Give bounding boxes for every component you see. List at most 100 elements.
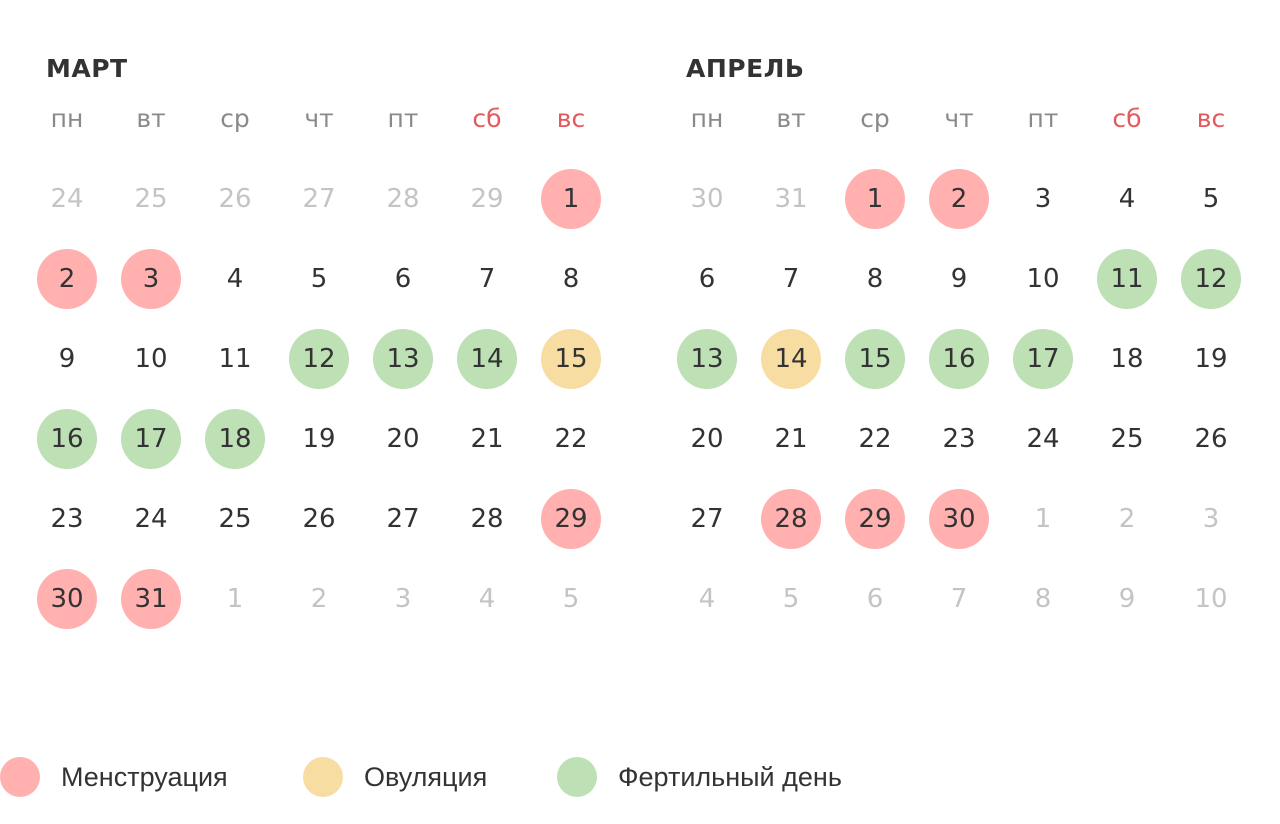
day-cell[interactable]: 8 <box>866 264 884 294</box>
day-cell-outside[interactable]: 1 <box>1034 504 1052 534</box>
legend-label: Овуляция <box>364 761 488 792</box>
day-cell[interactable]: 21 <box>774 424 808 454</box>
day-cell-fertile[interactable]: 15 <box>845 329 905 389</box>
weekday-label: чт <box>944 104 974 133</box>
day-cell[interactable]: 20 <box>386 424 420 454</box>
day-cell[interactable]: 5 <box>1202 184 1220 214</box>
day-cell[interactable]: 27 <box>690 504 724 534</box>
weekday-label: пн <box>50 104 84 133</box>
day-cell-menstruation[interactable]: 28 <box>761 489 821 549</box>
day-cell-outside[interactable]: 2 <box>310 584 328 614</box>
day-cell-outside[interactable]: 26 <box>218 184 252 214</box>
day-cell[interactable]: 4 <box>226 264 244 294</box>
day-cell[interactable]: 19 <box>1194 344 1228 374</box>
day-cell-ovulation[interactable]: 14 <box>761 329 821 389</box>
day-cell[interactable]: 19 <box>302 424 336 454</box>
day-cell-outside[interactable]: 4 <box>698 584 716 614</box>
day-cell-fertile[interactable]: 13 <box>373 329 433 389</box>
day-cell-outside[interactable]: 9 <box>1118 584 1136 614</box>
day-cell[interactable]: 10 <box>1026 264 1060 294</box>
day-cell[interactable]: 10 <box>134 344 168 374</box>
day-cell-outside[interactable]: 28 <box>386 184 420 214</box>
day-cell-fertile[interactable]: 16 <box>929 329 989 389</box>
day-cell-outside[interactable]: 6 <box>866 584 884 614</box>
day-cell-fertile[interactable]: 18 <box>205 409 265 469</box>
day-cell[interactable]: 7 <box>478 264 496 294</box>
day-cell-outside[interactable]: 4 <box>478 584 496 614</box>
day-cell[interactable]: 22 <box>858 424 892 454</box>
day-cell[interactable]: 23 <box>942 424 976 454</box>
day-cell-menstruation[interactable]: 1 <box>541 169 601 229</box>
day-cell[interactable]: 7 <box>782 264 800 294</box>
day-cell-outside[interactable]: 10 <box>1194 584 1228 614</box>
day-cell-outside[interactable]: 5 <box>562 584 580 614</box>
day-cell[interactable]: 23 <box>50 504 84 534</box>
day-cell-fertile[interactable]: 12 <box>289 329 349 389</box>
day-cell-menstruation[interactable]: 2 <box>37 249 97 309</box>
day-cell[interactable]: 11 <box>218 344 252 374</box>
day-cell-fertile[interactable]: 13 <box>677 329 737 389</box>
weekday-label: пт <box>1027 104 1059 133</box>
day-cell[interactable]: 5 <box>310 264 328 294</box>
day-cell-menstruation[interactable]: 31 <box>121 569 181 629</box>
day-cell-outside[interactable]: 2 <box>1118 504 1136 534</box>
day-cell-fertile[interactable]: 14 <box>457 329 517 389</box>
weekday-label: сб <box>472 104 502 133</box>
day-cell-outside[interactable]: 3 <box>1202 504 1220 534</box>
weekday-label: вт <box>136 104 166 133</box>
day-cell-outside[interactable]: 24 <box>50 184 84 214</box>
day-cell-outside[interactable]: 1 <box>226 584 244 614</box>
day-cell-outside[interactable]: 30 <box>690 184 724 214</box>
weekday-label: чт <box>304 104 334 133</box>
day-cell[interactable]: 8 <box>562 264 580 294</box>
day-cell-menstruation[interactable]: 29 <box>541 489 601 549</box>
day-cell[interactable]: 4 <box>1118 184 1136 214</box>
day-cell[interactable]: 26 <box>302 504 336 534</box>
day-cell[interactable]: 6 <box>394 264 412 294</box>
legend-label: Менструация <box>61 761 228 792</box>
day-cell-menstruation[interactable]: 30 <box>929 489 989 549</box>
day-cell-menstruation[interactable]: 29 <box>845 489 905 549</box>
day-cell[interactable]: 24 <box>134 504 168 534</box>
day-cell[interactable]: 25 <box>218 504 252 534</box>
month-title: МАРТ <box>46 54 128 83</box>
menstruation-dot-icon <box>0 757 40 797</box>
day-cell-fertile[interactable]: 16 <box>37 409 97 469</box>
legend-label: Фертильный день <box>618 761 842 792</box>
day-cell-outside[interactable]: 25 <box>134 184 168 214</box>
day-cell[interactable]: 20 <box>690 424 724 454</box>
day-cell-fertile[interactable]: 12 <box>1181 249 1241 309</box>
weekday-label: вт <box>776 104 806 133</box>
day-cell[interactable]: 6 <box>698 264 716 294</box>
ovulation-dot-icon <box>303 757 343 797</box>
day-cell-outside[interactable]: 7 <box>950 584 968 614</box>
weekday-label: вс <box>1196 104 1226 133</box>
weekday-label: пн <box>690 104 724 133</box>
day-cell-outside[interactable]: 31 <box>774 184 808 214</box>
day-cell[interactable]: 22 <box>554 424 588 454</box>
day-cell-outside[interactable]: 27 <box>302 184 336 214</box>
day-cell[interactable]: 9 <box>950 264 968 294</box>
day-cell-menstruation[interactable]: 1 <box>845 169 905 229</box>
day-cell[interactable]: 9 <box>58 344 76 374</box>
day-cell[interactable]: 28 <box>470 504 504 534</box>
day-cell[interactable]: 24 <box>1026 424 1060 454</box>
day-cell[interactable]: 26 <box>1194 424 1228 454</box>
day-cell-fertile[interactable]: 17 <box>1013 329 1073 389</box>
day-cell[interactable]: 21 <box>470 424 504 454</box>
day-cell[interactable]: 25 <box>1110 424 1144 454</box>
day-cell-menstruation[interactable]: 30 <box>37 569 97 629</box>
day-cell-outside[interactable]: 29 <box>470 184 504 214</box>
day-cell-fertile[interactable]: 11 <box>1097 249 1157 309</box>
day-cell-outside[interactable]: 8 <box>1034 584 1052 614</box>
day-cell[interactable]: 27 <box>386 504 420 534</box>
day-cell-fertile[interactable]: 17 <box>121 409 181 469</box>
day-cell-outside[interactable]: 5 <box>782 584 800 614</box>
weekday-label: ср <box>860 104 890 133</box>
day-cell[interactable]: 3 <box>1034 184 1052 214</box>
day-cell-outside[interactable]: 3 <box>394 584 412 614</box>
day-cell-menstruation[interactable]: 2 <box>929 169 989 229</box>
day-cell[interactable]: 18 <box>1110 344 1144 374</box>
day-cell-ovulation[interactable]: 15 <box>541 329 601 389</box>
day-cell-menstruation[interactable]: 3 <box>121 249 181 309</box>
